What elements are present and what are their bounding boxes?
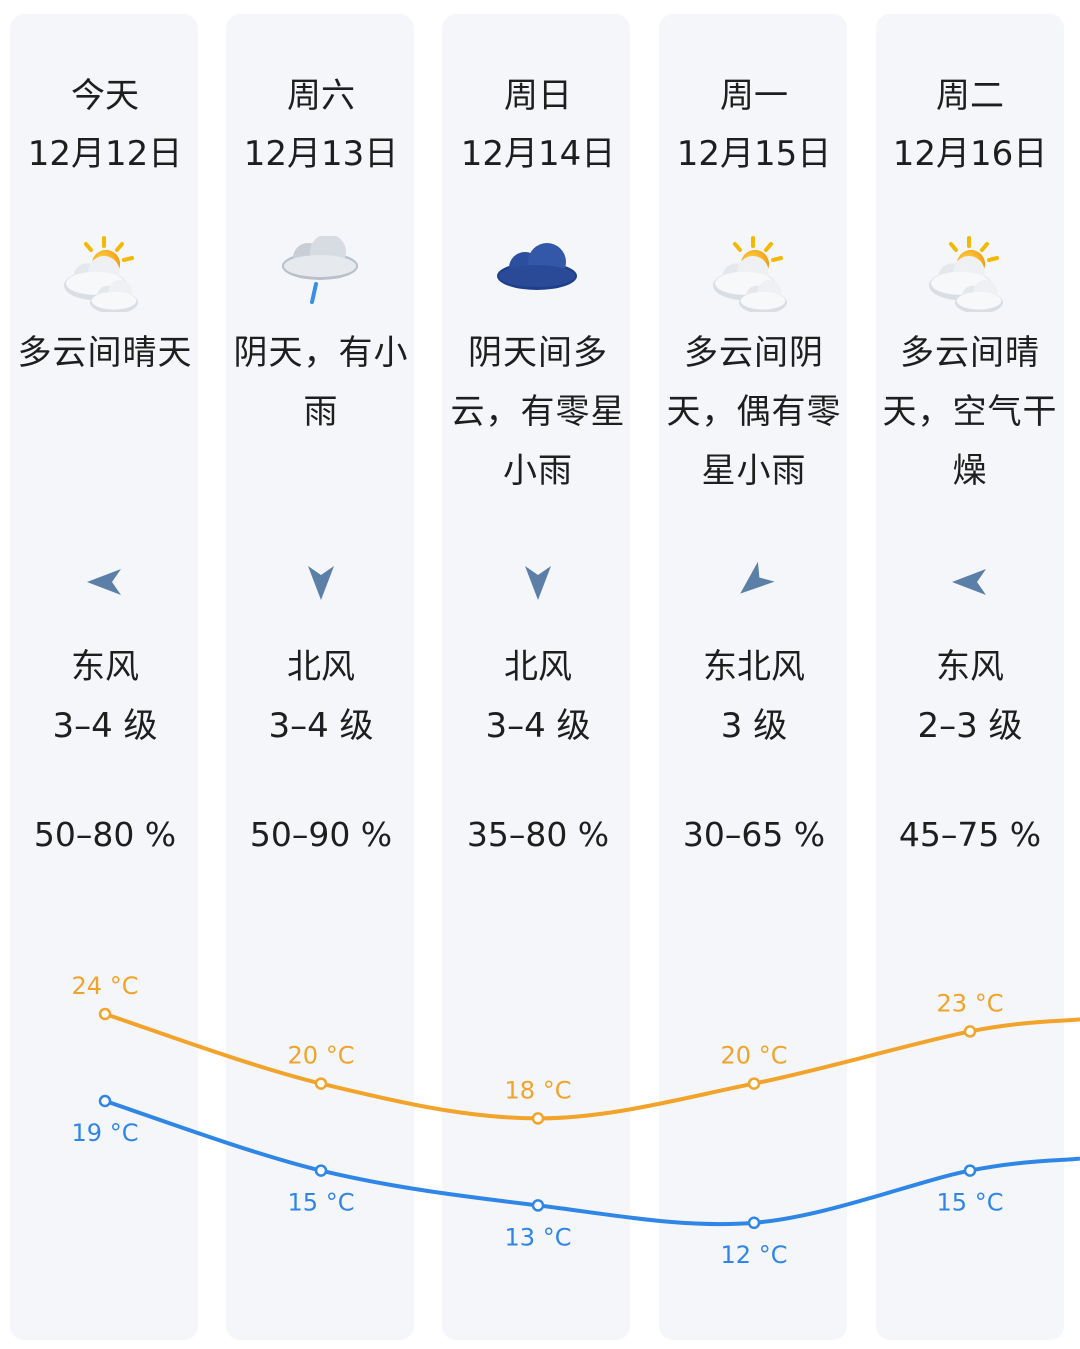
weather-description: 多云间晴天，空气干燥 [862,324,1078,501]
day-label: 周二 [936,76,1004,116]
description-line: 多云间晴 [900,333,1040,373]
arrow-left-icon [83,560,127,608]
description-line: 天，偶有零 [666,392,842,432]
low-temp-point [963,1164,977,1177]
humidity: 45–75 % [898,815,1042,854]
low-temp-point [98,1094,112,1108]
day-column[interactable] [876,14,1064,1340]
day-column[interactable] [226,14,414,1340]
low-temp-label: 19 °C [72,1119,139,1147]
description-line: 天，空气干 [882,392,1058,432]
humidity: 30–65 % [682,815,826,854]
description-line: 雨 [303,392,339,432]
day-column[interactable] [659,14,847,1340]
description-line: 星小雨 [701,451,807,491]
low-temp-label: 15 °C [937,1189,1004,1217]
high-temp-point [747,1077,761,1090]
high-temp-point [531,1112,545,1125]
description-line: 云，有零星 [450,392,626,432]
light-rain-icon [276,234,366,316]
wind-level: 2–3 级 [917,706,1023,746]
low-temp-point [531,1199,545,1212]
wind-level: 3 级 [720,706,788,746]
day-column[interactable] [10,14,198,1340]
wind-direction: 东北风 [703,647,805,687]
humidity: 35–80 % [466,815,610,854]
wind-level: 3–4 级 [52,706,158,746]
date-label: 12月14日 [460,134,616,174]
wind-direction: 北风 [287,647,355,687]
wind-direction: 东风 [71,647,139,687]
partly-cloudy-sun-icon [925,236,1015,316]
wind-level: 3–4 级 [268,706,374,746]
description-line: 燥 [952,451,988,491]
low-temp-label: 13 °C [505,1223,572,1251]
weather-description: 多云间阴天，偶有零星小雨 [646,324,862,501]
wind-level: 3–4 级 [485,706,591,746]
low-temp-label: 12 °C [721,1241,788,1269]
arrow-down-left-icon [732,560,776,608]
high-temp-point [98,1007,112,1021]
overcast-cloud-icon [493,236,583,316]
date-label: 12月16日 [892,134,1048,174]
day-label: 今天 [71,76,139,116]
date-label: 12月12日 [27,134,183,174]
high-temp-label: 23 °C [937,989,1004,1017]
description-line: 阴天，有小 [233,333,409,373]
high-temp-line [104,1012,1080,1121]
partly-cloudy-sun-icon [60,236,150,316]
low-temp-label: 15 °C [288,1189,355,1217]
arrow-down-icon [299,560,343,608]
wind-direction: 北风 [504,647,572,687]
humidity: 50–90 % [249,815,393,854]
low-temp-point [747,1216,761,1230]
description-line: 阴天间多 [468,333,608,373]
arrow-down-icon [516,560,560,608]
date-label: 12月15日 [676,134,832,174]
high-temp-label: 20 °C [721,1042,788,1070]
description-line: 小雨 [503,451,573,491]
arrow-left-icon [948,560,992,608]
temperature-chart: 24 °C 20 °C 18 °C 20 °C 23 °C 19 °C 15 °C 13 °C… [72,972,1080,1269]
description-line: 多云间阴 [684,333,824,373]
humidity: 50–80 % [33,815,177,854]
low-temp-point [314,1164,328,1177]
date-label: 12月13日 [243,134,399,174]
high-temp-point [963,1025,977,1038]
high-temp-label: 24 °C [72,972,139,1000]
weather-description: 阴天，有小雨 [213,324,429,442]
weather-description: 阴天间多云，有零星小雨 [430,324,646,501]
day-label: 周日 [504,76,572,116]
description-line: 多云间晴天 [17,333,193,373]
partly-cloudy-sun-icon [709,236,799,316]
day-label: 周六 [287,76,355,116]
high-temp-point [314,1077,328,1090]
low-temp-line [104,1099,1080,1227]
high-temp-label: 18 °C [505,1076,572,1104]
weather-description: 多云间晴天 [0,324,213,383]
day-label: 周一 [720,76,788,116]
high-temp-label: 20 °C [288,1042,355,1070]
wind-direction: 东风 [936,647,1004,687]
